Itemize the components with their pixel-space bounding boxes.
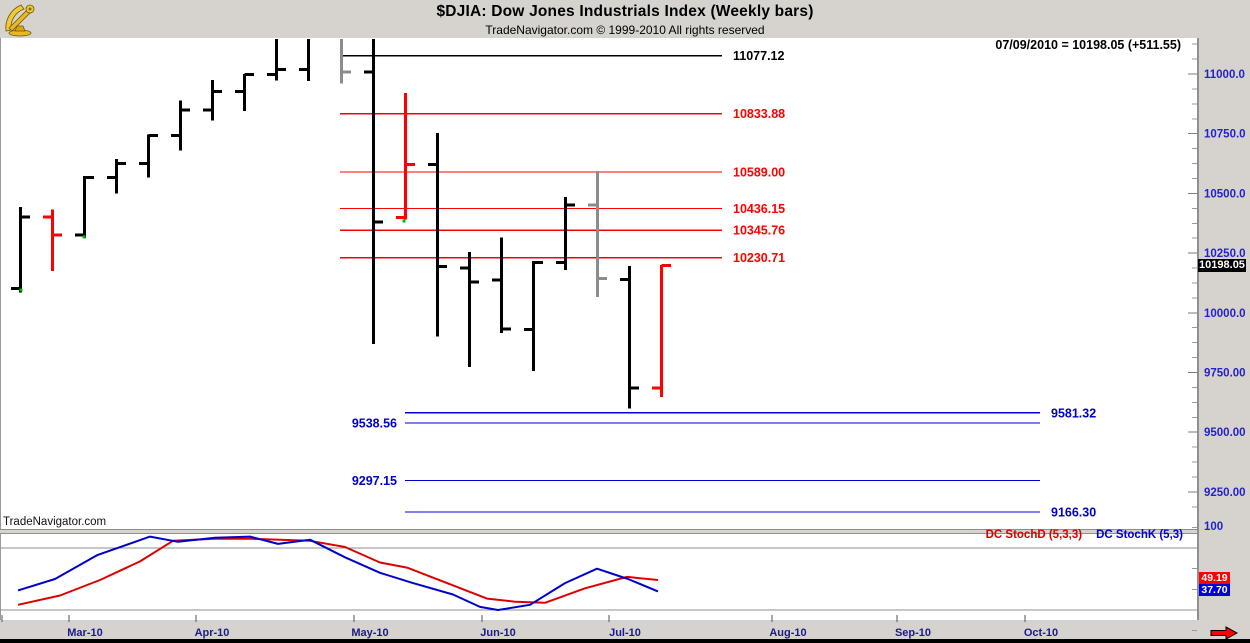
- last-quote-label: 07/09/2010 = 10198.05 (+511.55): [995, 38, 1181, 52]
- tradenavigator-logo-icon: [5, 4, 35, 37]
- scroll-right-arrow[interactable]: [1210, 626, 1239, 640]
- last-price-badge: 10198.05: [1198, 259, 1246, 272]
- stoch-axis-100-label: 100: [1204, 521, 1224, 533]
- stoch-d-value-badge: 49.19: [1199, 572, 1230, 584]
- chart-title: $DJIA: Dow Jones Industrials Index (Week…: [436, 3, 814, 20]
- chart-subtitle: TradeNavigator.com © 1999-2010 All right…: [485, 23, 765, 37]
- stoch-d-legend-label: DC StochD (5,3,3): [985, 529, 1083, 541]
- title-bar: $DJIA: Dow Jones Industrials Index (Week…: [0, 0, 1250, 38]
- stoch-k-value-badge: 37.70: [1199, 584, 1230, 596]
- price-panel: [0, 38, 1197, 529]
- time-axis-strip: [0, 620, 1250, 643]
- panel-separator: [0, 529, 1197, 534]
- watermark: TradeNavigator.com: [3, 516, 107, 528]
- stoch-legend: DC StochD (5,3,3) DC StochK (5,3): [986, 529, 1183, 541]
- stoch-panel: [0, 534, 1197, 620]
- stoch-k-legend-label: DC StochK (5,3): [1096, 529, 1183, 541]
- price-axis-panel: [1197, 38, 1250, 620]
